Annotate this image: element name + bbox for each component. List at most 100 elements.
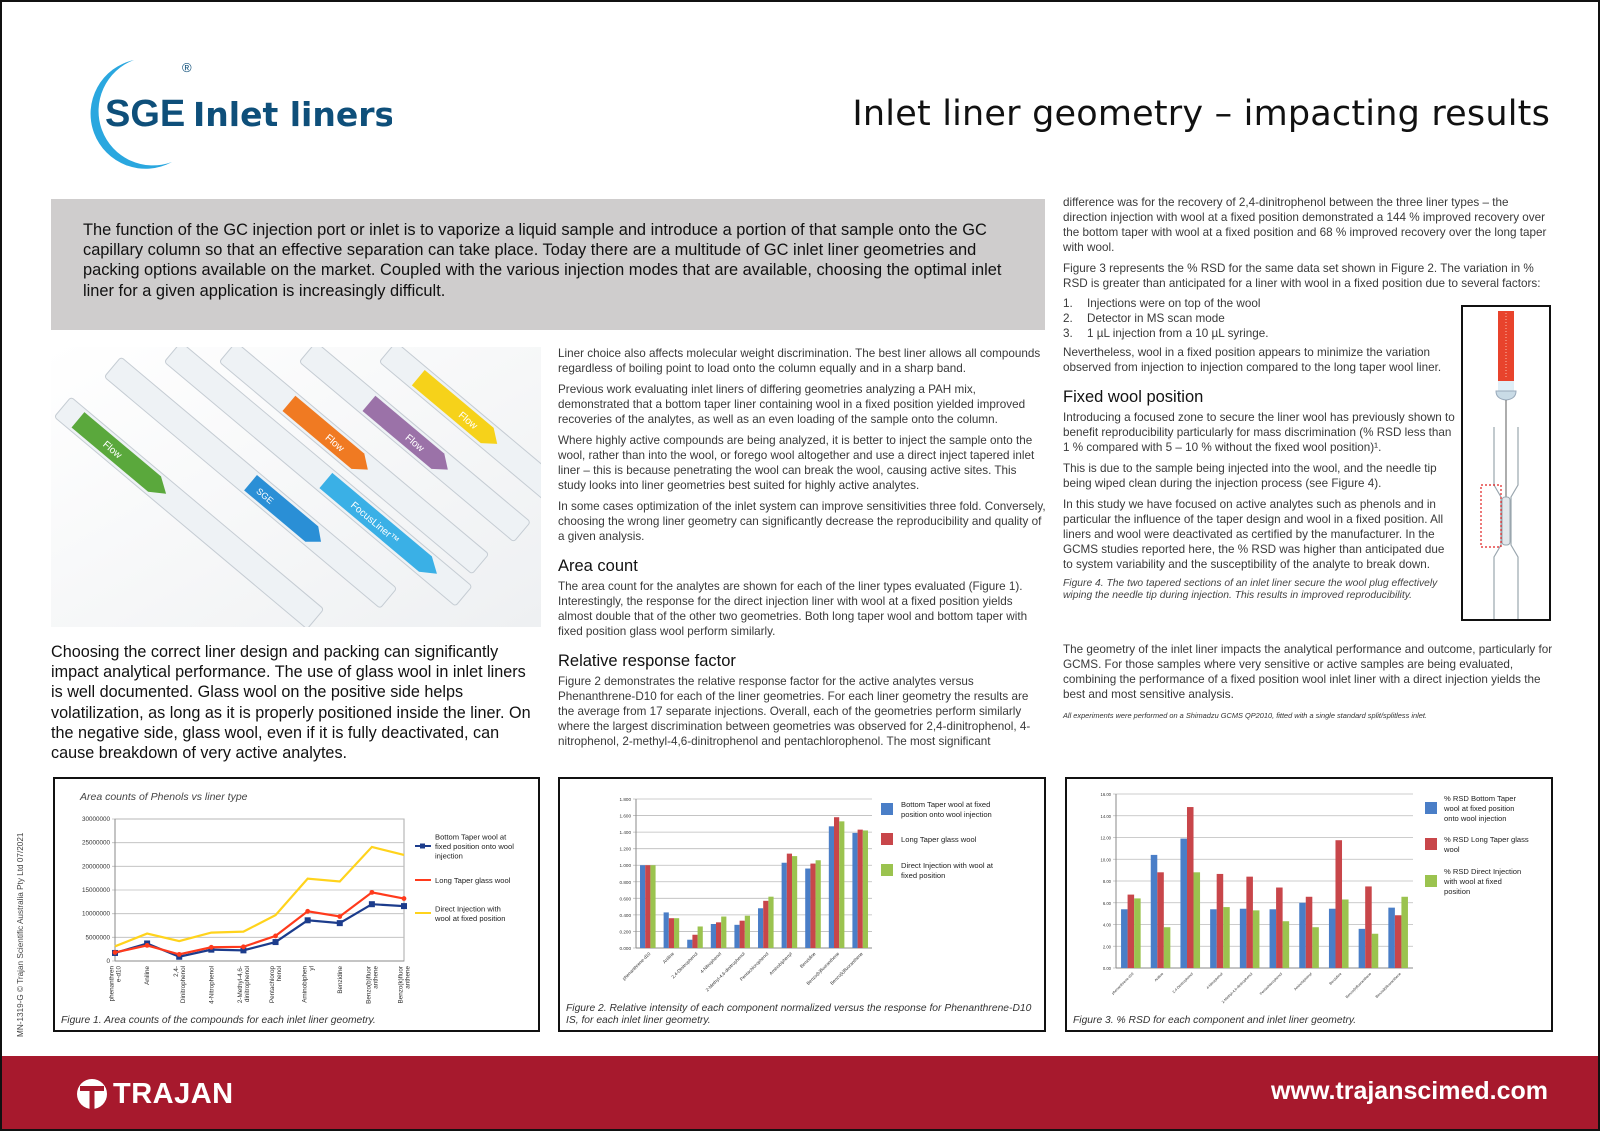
bar xyxy=(1342,899,1349,968)
chart-title: Area counts of Phenols vs liner type xyxy=(79,791,248,803)
column-3-middle: 1. Injections were on top of the wool 2. D… xyxy=(1063,296,1455,602)
bar xyxy=(734,924,740,948)
bar xyxy=(1365,886,1372,968)
legend-label: Direct Injection with wool at fixed posit… xyxy=(901,861,994,880)
bar xyxy=(1121,909,1128,968)
bar xyxy=(768,896,774,948)
liner-tube: Flow xyxy=(220,342,489,574)
sge-logo: SGE Inlet liners ® xyxy=(72,54,394,170)
x-tick-label-line: Pentachlorop xyxy=(269,966,276,1004)
y-tick-label: 1.400 xyxy=(620,830,632,835)
bar xyxy=(763,900,769,948)
y-tick-label: 0.800 xyxy=(620,880,632,885)
legend-label-line: % RSD Long Taper glass xyxy=(1444,835,1529,844)
bar xyxy=(739,920,745,948)
x-tick-label-line: anthene xyxy=(405,966,412,989)
trajan-logo[interactable]: TRAJAN xyxy=(75,1076,234,1112)
trajan-mark-icon xyxy=(77,1079,107,1109)
bar xyxy=(1401,896,1408,968)
liner-tube: SGE xyxy=(105,357,397,608)
y-tick-label: 0.000 xyxy=(620,946,632,951)
website-link[interactable]: www.trajanscimed.com xyxy=(1271,1077,1548,1105)
legend-label-line: onto wool injection xyxy=(1444,814,1506,823)
y-tick-label: 12.00 xyxy=(1101,836,1112,841)
bar xyxy=(1186,807,1194,968)
x-tick-label: 4-Nitrophenol xyxy=(1206,972,1224,990)
sge-swoosh-icon: SGE Inlet liners ® xyxy=(90,60,394,169)
x-tick-label: 2-Methyl-4,6-dinitrophenol xyxy=(705,951,746,992)
legend-label-line: Direct Injection with xyxy=(435,904,501,913)
logo-product: Inlet liners xyxy=(193,95,392,134)
data-point xyxy=(273,933,278,939)
bar xyxy=(1335,840,1343,968)
data-point xyxy=(240,947,247,954)
bar xyxy=(687,939,693,948)
data-point xyxy=(337,914,343,919)
figure-2: 0.000 0.200 0.400 0.600 0.800 1.000 1.200 1.400… xyxy=(558,777,1046,1032)
y-tick-label: 25000000 xyxy=(82,840,111,847)
bar xyxy=(697,926,703,948)
x-tick-label: 2-Methyl-4,6-dinitrophenol xyxy=(237,966,251,1003)
bar xyxy=(640,865,646,948)
figure-4-caption: Figure 4. The two tapered sections of an… xyxy=(1063,578,1438,601)
bar xyxy=(663,912,669,948)
liners-photo: Flow SGE FocusLiner™ Flow Flow xyxy=(51,342,564,629)
bar xyxy=(834,817,840,948)
logo-brand: SGE xyxy=(105,93,185,135)
y-tick-label: 10.00 xyxy=(1101,857,1112,862)
x-tick-label: phenanthrene-d10 xyxy=(621,951,651,981)
x-tick-label: Aminobiphenyl xyxy=(301,966,315,1003)
liner-tube: Flow xyxy=(380,342,564,503)
x-tick-label: Benzidine xyxy=(799,951,817,969)
bar xyxy=(650,865,656,948)
legend-label: % RSD Long Taper glass wool xyxy=(1443,835,1529,854)
data-point xyxy=(176,951,182,957)
x-tick-label: Aminobiphenyl xyxy=(1293,972,1313,992)
series-line xyxy=(114,845,405,948)
x-tick-label-line: dinitrophenol xyxy=(244,966,251,1002)
y-tick-label: 15000000 xyxy=(82,887,111,894)
figure-4-illustration xyxy=(1461,305,1551,621)
y-tick-label: 30000000 xyxy=(82,816,111,823)
x-tick-label: Aniline xyxy=(144,966,151,985)
bar xyxy=(805,868,811,948)
legend-label-line: fixed position xyxy=(901,871,945,880)
series-line xyxy=(114,891,405,956)
lead-paragraph: Choosing the correct liner design and pa… xyxy=(51,643,531,763)
bar xyxy=(1312,927,1319,968)
y-tick-label: 4.00 xyxy=(1103,923,1112,928)
legend-label-line: % RSD Direct Injection xyxy=(1444,867,1521,876)
column-3-top: difference was for the recovery of 2,4-d… xyxy=(1063,195,1555,297)
data-point xyxy=(304,917,311,924)
legend-label-line: % RSD Bottom Taper xyxy=(1444,794,1516,803)
bar xyxy=(710,923,717,948)
paragraph: Where highly active compounds are being … xyxy=(558,434,1035,492)
legend-label-line: Long Taper glass wool xyxy=(435,876,511,885)
bar xyxy=(1282,921,1290,968)
data-point xyxy=(144,942,150,948)
x-tick-label: 4-Nitrophenol xyxy=(699,951,722,974)
data-point xyxy=(368,901,375,908)
bar xyxy=(815,860,821,948)
bar xyxy=(1216,873,1224,968)
y-tick-label: 1.000 xyxy=(620,863,632,868)
x-tick-label: Aminobiphenyl xyxy=(768,951,793,976)
x-tick-label-line: Aminobiphen xyxy=(301,966,308,1003)
legend-label: Bottom Taper wool at fixed position onto … xyxy=(901,800,992,819)
bar xyxy=(839,821,845,948)
bar xyxy=(1163,927,1171,968)
x-tick-label-line: yl xyxy=(308,966,315,971)
bar xyxy=(744,915,750,948)
bar xyxy=(1305,896,1313,968)
liner-tube: Flow xyxy=(300,342,530,542)
legend-label-line: wool xyxy=(1443,845,1460,854)
paragraph: Previous work evaluating inlet liners of… xyxy=(558,383,1026,426)
legend-label-line: injection xyxy=(435,852,463,861)
bar xyxy=(1134,898,1141,968)
figure-1: Area counts of Phenols vs liner type 0 500… xyxy=(53,777,540,1032)
paragraph: This is due to the sample being injected… xyxy=(1063,462,1437,490)
y-tick-label: 0.00 xyxy=(1103,966,1112,971)
paragraph: In some cases optimization of the inlet … xyxy=(558,500,1046,543)
bar xyxy=(862,830,868,948)
x-tick-label: Pentachlorophenol xyxy=(269,966,283,1004)
